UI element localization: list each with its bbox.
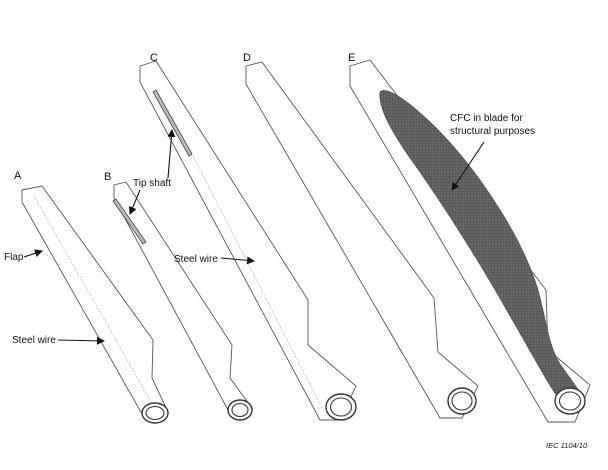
flap-arrow (23, 249, 43, 258)
steel-wire-a-arrow (57, 336, 105, 345)
blade-a-body (21, 185, 169, 415)
label-d: D (243, 52, 251, 64)
annotation-cfc-line1: CFC in blade for (450, 113, 523, 124)
blade-b (112, 181, 253, 421)
blade-c (139, 60, 357, 421)
cfc-region (379, 90, 581, 401)
annotation-flap: Flap (4, 252, 24, 263)
blade-d (245, 61, 479, 419)
blade-d-body (245, 61, 479, 419)
blade-e (349, 59, 591, 423)
cfc-arrow (451, 141, 485, 191)
blade-a (21, 185, 169, 424)
blade-c-steel-wire (189, 149, 323, 409)
blade-a-flap-hinge (41, 250, 61, 266)
steel-wire-c-arrow (220, 256, 255, 265)
label-c: C (150, 52, 158, 64)
annotation-steel-wire-a: Steel wire (12, 335, 56, 346)
figure-code: IEC 1104/10 (546, 441, 588, 450)
blade-c-tip-shaft (152, 89, 193, 157)
annotation-tip-shaft: Tip shaft (133, 178, 171, 189)
blade-a-root-inner (145, 405, 165, 421)
label-b: B (104, 171, 111, 183)
blade-b-root-inner (231, 402, 249, 418)
blade-e-root-inner (558, 391, 582, 411)
blade-d-root-inner (451, 391, 473, 411)
annotation-steel-wire-c: Steel wire (174, 254, 218, 265)
blade-a-steel-wire (33, 195, 151, 401)
annotation-cfc-line2: structural purposes (450, 126, 535, 137)
tip-shaft-arrow-c (167, 129, 176, 179)
blade-b-body (113, 181, 253, 411)
blade-b-tip-shaft (112, 198, 147, 245)
blade-c-body (139, 60, 357, 421)
blade-c-root-inner (329, 397, 353, 417)
tip-shaft-arrow-b (129, 189, 141, 215)
label-a: A (14, 170, 22, 182)
label-e: E (348, 52, 355, 64)
